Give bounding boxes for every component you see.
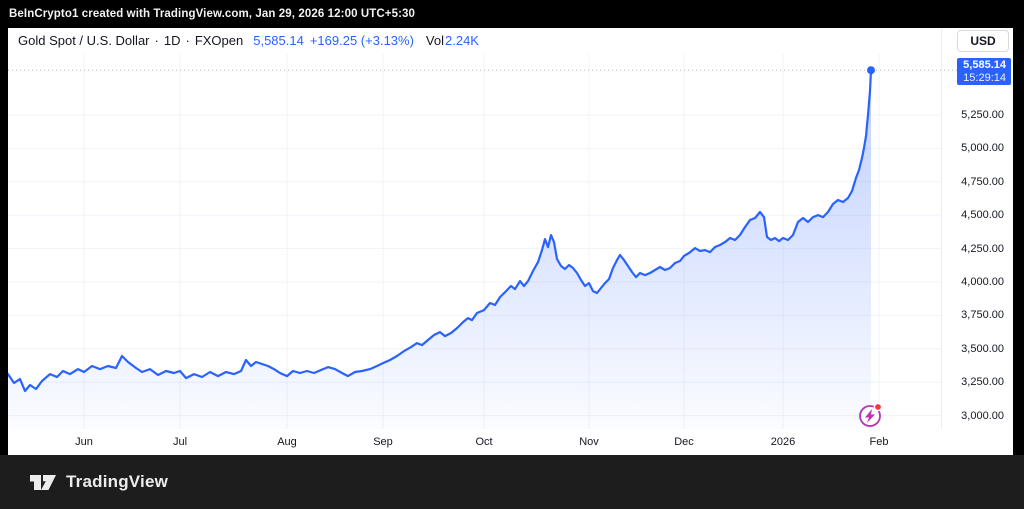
last-price-value: 5,585.14 (253, 32, 304, 48)
price-tick-label: 3,000.00 (961, 409, 1004, 422)
price-tick-label: 4,000.00 (961, 276, 1004, 288)
time-tick-label: 2026 (770, 436, 796, 448)
badge-price: 5,585.14 (963, 58, 1006, 71)
exchange-label: FXOpen (194, 32, 244, 48)
price-line-series (6, 69, 873, 393)
tradingview-logo[interactable]: TradingView (28, 470, 168, 494)
footer-bar: TradingView (0, 455, 1024, 509)
currency-unit-button[interactable]: USD (957, 30, 1009, 52)
time-tick-label: Oct (475, 436, 493, 448)
symbol-name[interactable]: Gold Spot / U.S. Dollar (18, 32, 150, 48)
time-tick-label: Nov (579, 436, 599, 448)
price-tick-label: 3,500.00 (961, 342, 1004, 355)
volume-value: 2.24K (445, 32, 479, 48)
price-tick-label: 5,250.00 (961, 109, 1004, 121)
legend-separator: · (154, 32, 159, 48)
price-tick-label: 4,250.00 (961, 242, 1004, 255)
event-lightning-icon[interactable] (859, 402, 883, 427)
brand-name: TradingView (66, 472, 169, 491)
volume-label: Vol (425, 32, 444, 48)
last-point-dot (867, 66, 875, 75)
time-tick-label: Aug (277, 436, 297, 448)
price-tick-label: 4,750.00 (961, 175, 1004, 188)
price-scale[interactable]: 5,250.00 5,000.00 4,750.00 4,500.00 4,250.00… (941, 28, 1013, 429)
interval-label[interactable]: 1D (163, 32, 181, 48)
legend-separator: · (185, 32, 190, 48)
price-tick-label: 3,250.00 (961, 376, 1004, 389)
time-scale[interactable]: Jun Jul Aug Sep Oct Nov Dec 2026 Feb (8, 429, 1013, 455)
attribution-bar: BeInCrypto1 created with TradingView.com… (0, 0, 1024, 28)
last-price-badge: 5,585.14 15:29:14 (957, 58, 1011, 85)
price-tick-label: 5,000.00 (961, 142, 1004, 155)
price-tick-label: 4,500.00 (961, 209, 1004, 222)
time-tick-label: Dec (674, 436, 694, 448)
price-tick-label: 3,750.00 (961, 309, 1004, 322)
price-axis-separator (941, 28, 942, 429)
chart-canvas[interactable] (6, 28, 1013, 455)
time-tick-label: Jun (75, 436, 93, 448)
price-change-value: +169.25 (+3.13%) (309, 32, 414, 48)
time-tick-label: Feb (869, 436, 889, 448)
badge-countdown: 15:29:14 (963, 71, 1006, 84)
time-tick-label: Jul (172, 436, 188, 448)
price-area-fill (8, 70, 871, 429)
attribution-text: BeInCrypto1 created with TradingView.com… (9, 8, 416, 20)
symbol-legend: Gold Spot / U.S. Dollar · 1D · FXOpen 5,… (18, 31, 479, 49)
tradingview-logo-icon (30, 475, 56, 490)
time-tick-label: Sep (373, 436, 393, 448)
